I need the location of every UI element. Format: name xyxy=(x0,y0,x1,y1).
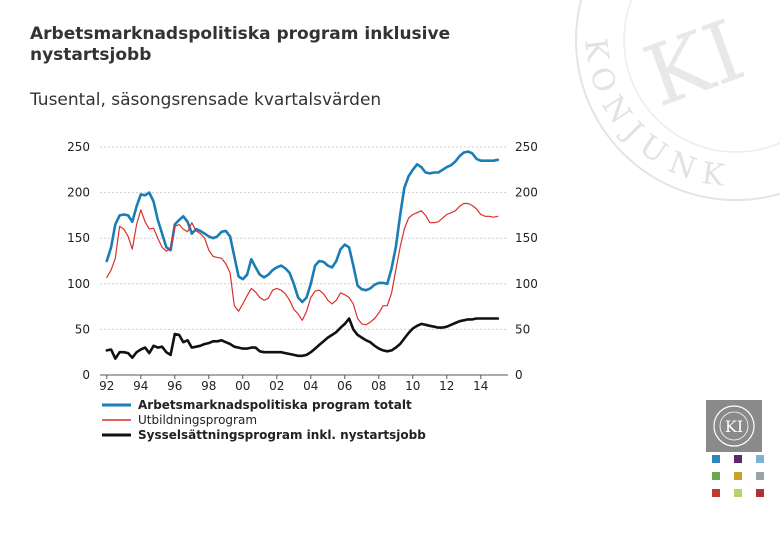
logo-text: KI xyxy=(725,417,743,436)
legend-label-total: Arbetsmarknadspolitiska program totalt xyxy=(138,398,412,412)
x-tick-label: 14 xyxy=(473,379,488,393)
x-tick-label: 98 xyxy=(201,379,216,393)
color-swatch xyxy=(734,489,742,497)
x-tick-label: 08 xyxy=(371,379,386,393)
y-tick-label-left: 100 xyxy=(67,277,90,291)
color-swatch xyxy=(712,455,720,463)
x-tick-label: 00 xyxy=(235,379,250,393)
color-swatch xyxy=(756,472,764,480)
chart-series xyxy=(105,150,500,360)
legend-label-syssel: Sysselsättningsprogram inkl. nystartsjob… xyxy=(138,428,426,442)
x-tick-label: 94 xyxy=(133,379,148,393)
color-swatch xyxy=(756,455,764,463)
x-tick-label: 10 xyxy=(405,379,420,393)
y-tick-label-right: 200 xyxy=(515,186,538,200)
y-axis-right-ticks: 0 50 100 150 200 250 xyxy=(515,140,538,382)
chart-legend: Arbetsmarknadspolitiska program totalt U… xyxy=(102,398,426,442)
y-tick-label-right: 100 xyxy=(515,277,538,291)
y-tick-label-left: 200 xyxy=(67,186,90,200)
series-line-utbildning xyxy=(106,202,499,326)
x-tick-label: 96 xyxy=(167,379,182,393)
chart-grid xyxy=(100,146,508,330)
color-swatch xyxy=(734,455,742,463)
x-axis-ticks: 92 94 96 98 00 02 04 06 08 10 12 14 xyxy=(99,375,488,393)
chart-subtitle: Tusental, säsongsrensade kvartalsvärden xyxy=(30,90,382,110)
color-swatch xyxy=(712,472,720,480)
y-tick-label-left: 250 xyxy=(67,140,90,154)
color-swatch-grid xyxy=(712,455,764,497)
institute-logo: KI xyxy=(706,400,762,452)
color-swatch xyxy=(756,489,764,497)
series-line-total xyxy=(105,150,500,304)
legend-label-utbildning: Utbildningsprogram xyxy=(138,413,257,427)
institute-watermark-seal: KONJUNKTURINSTITUTET KI xyxy=(568,0,780,201)
y-tick-label-right: 250 xyxy=(515,140,538,154)
y-tick-label-left: 50 xyxy=(75,322,90,336)
x-tick-label: 12 xyxy=(439,379,454,393)
x-tick-label: 02 xyxy=(269,379,284,393)
x-tick-label: 04 xyxy=(303,379,318,393)
y-tick-label-left: 150 xyxy=(67,231,90,245)
x-tick-label: 06 xyxy=(337,379,352,393)
x-tick-label: 92 xyxy=(99,379,114,393)
color-swatch xyxy=(712,489,720,497)
y-tick-label-left: 0 xyxy=(82,368,90,382)
series-line-syssel xyxy=(105,317,500,360)
color-swatch xyxy=(734,472,742,480)
y-tick-label-right: 50 xyxy=(515,322,530,336)
y-tick-label-right: 150 xyxy=(515,231,538,245)
y-axis-left-ticks: 0 50 100 150 200 250 xyxy=(67,140,90,382)
chart-title: Arbetsmarknadspolitiska program inklusiv… xyxy=(30,24,451,65)
y-tick-label-right: 0 xyxy=(515,368,523,382)
